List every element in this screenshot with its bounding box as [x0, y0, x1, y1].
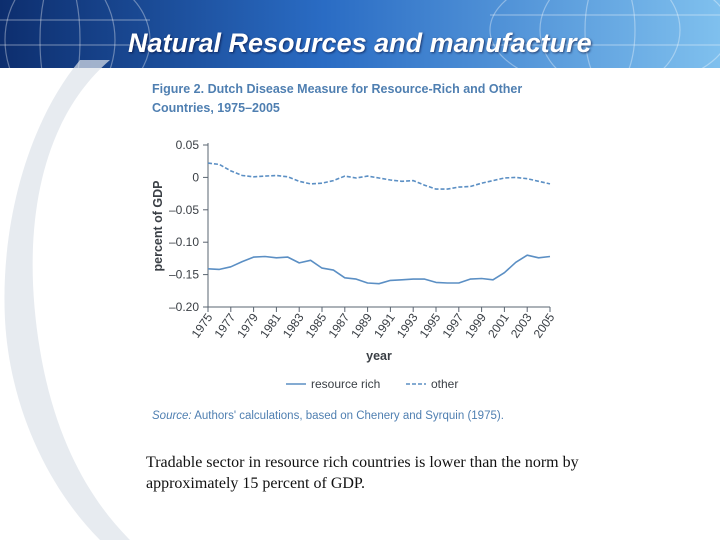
y-tick-label: –0.05 — [169, 203, 199, 217]
x-tick-label: 2001 — [485, 310, 512, 340]
x-tick-label: 2005 — [531, 310, 558, 340]
header-banner: Natural Resources and manufacture — [0, 0, 720, 68]
x-tick-label: 1975 — [189, 310, 216, 340]
y-tick-label: –0.20 — [169, 300, 199, 314]
x-tick-label: 1989 — [348, 310, 375, 340]
x-tick-label: 1997 — [439, 310, 466, 340]
series-line-other — [207, 162, 551, 190]
x-tick-label: 1977 — [211, 310, 238, 340]
decorative-swoosh — [4, 60, 131, 540]
x-tick-label: 1991 — [371, 310, 398, 340]
slide-caption: Tradable sector in resource rich countri… — [146, 454, 579, 492]
series-line-resource-rich — [207, 254, 551, 285]
x-tick-label: 1995 — [417, 310, 444, 340]
header-background — [0, 0, 720, 68]
figure-source: Source: Authors' calculations, based on … — [152, 410, 504, 422]
x-tick-label: 1987 — [325, 310, 352, 340]
x-tick-label: 1993 — [394, 310, 421, 340]
x-tick-label: 1979 — [234, 310, 261, 340]
x-tick-label: 1981 — [257, 310, 284, 340]
y-tick-label: 0 — [192, 170, 199, 184]
legend-label-resource-rich: resource rich — [311, 377, 380, 391]
figure-title: Figure 2. Dutch Disease Measure for Reso… — [152, 82, 523, 115]
x-axis-label: year — [366, 349, 392, 363]
source-label: Source: — [152, 410, 192, 422]
globe-grid-icon — [0, 0, 720, 68]
source-text: Authors' calculations, based on Chenery … — [191, 410, 504, 422]
legend-label-other: other — [431, 377, 458, 391]
slide-title: Natural Resources and manufacture — [128, 28, 592, 58]
y-tick-label: –0.15 — [169, 268, 199, 282]
x-tick-label: 1983 — [280, 310, 307, 340]
y-axis-label: percent of GDP — [151, 181, 165, 272]
y-tick-label: –0.10 — [169, 235, 199, 249]
y-tick-label: 0.05 — [176, 138, 200, 152]
line-chart: 0.050–0.05–0.10–0.15–0.20197519771979198… — [151, 138, 558, 391]
x-tick-label: 1985 — [303, 310, 330, 340]
x-tick-label: 2003 — [508, 310, 535, 340]
x-tick-label: 1999 — [462, 310, 489, 340]
